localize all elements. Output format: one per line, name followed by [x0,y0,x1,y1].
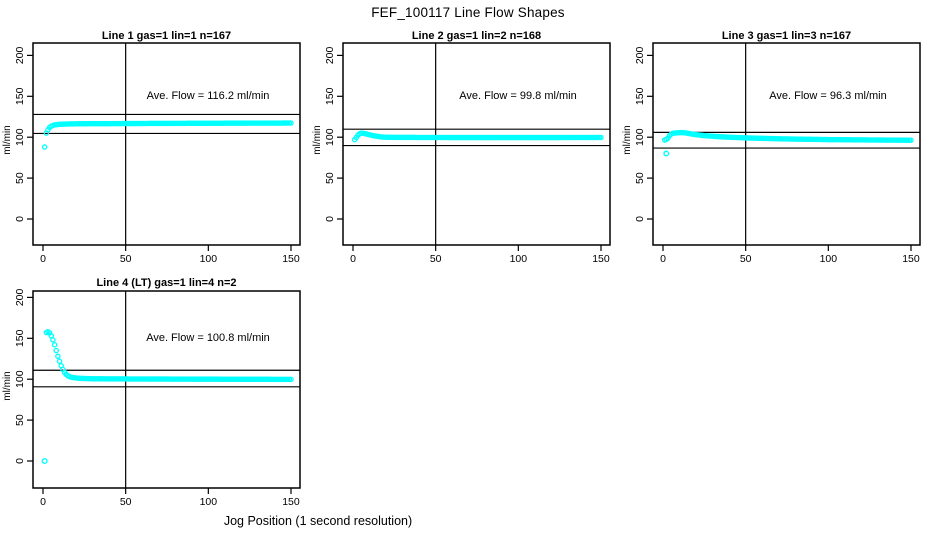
y-tick-label: 200 [14,288,26,306]
x-tick-label: 50 [120,253,132,265]
x-tick-label: 100 [200,253,218,265]
y-axis-label: ml/min [2,125,13,154]
panel-title: Line 1 gas=1 lin=1 n=167 [102,30,231,42]
y-tick-label: 100 [634,128,646,146]
panel-line-3: 0 50 100 150 0 50 100 150 200 [634,42,921,265]
plot-frame [32,290,301,489]
data-point [56,358,63,364]
data-point [598,134,604,141]
plot-frame [652,42,921,246]
ave-flow-annotation: Ave. Flow = 100.8 ml/min [146,332,270,344]
y-tick-label: 100 [324,128,336,146]
x-tick-label: 0 [40,496,46,508]
y-tick-label: 50 [14,172,26,184]
panel-line-1: 0 50 100 150 0 50 100 150 200 [14,42,301,265]
panel-title: Line 4 (LT) gas=1 lin=4 n=2 [96,277,236,289]
x-tick-label: 50 [430,253,442,265]
y-tick-label: 0 [634,216,646,222]
data-point [53,347,59,354]
y-tick-label: 0 [14,458,26,464]
y-axis-label: ml/min [622,125,633,154]
x-tick-label: 150 [282,253,300,265]
outlier-point [663,150,670,157]
plot-frame [32,42,301,246]
panel-line-4: 0 50 100 150 0 50 100 150 200 [14,288,301,508]
y-tick-label: 100 [14,370,26,388]
y-tick-label: 200 [14,46,26,64]
y-tick-label: 200 [634,46,646,64]
y-axis-label: ml/min [312,125,323,154]
plot-frame [342,42,611,246]
y-axis-label: ml/min [2,371,13,400]
data-point [908,137,914,143]
panel-title: Line 2 gas=1 lin=2 n=168 [412,30,541,42]
data-point [288,376,294,383]
ave-flow-annotation: Ave. Flow = 96.3 ml/min [769,90,886,102]
data-point [288,120,294,126]
y-tick-label: 50 [634,172,646,184]
page-title: FEF_100117 Line Flow Shapes [371,5,565,20]
y-tick-label: 150 [14,329,26,347]
data-point [51,342,58,348]
x-tick-label: 50 [740,253,752,265]
y-tick-label: 150 [14,87,26,105]
x-tick-label: 100 [820,253,838,265]
x-tick-label: 0 [660,253,666,265]
x-tick-label: 150 [282,496,300,508]
data-point [50,337,56,343]
x-tick-label: 100 [510,253,528,265]
y-tick-label: 150 [324,87,336,105]
x-tick-label: 100 [200,496,218,508]
data-point [41,144,48,150]
y-tick-label: 150 [634,87,646,105]
x-tick-label: 150 [902,253,920,265]
y-tick-label: 0 [14,216,26,222]
y-tick-label: 200 [324,46,336,64]
x-tick-label: 150 [592,253,610,265]
y-tick-label: 50 [14,414,26,426]
panel-title: Line 3 gas=1 lin=3 n=167 [722,30,851,42]
ave-flow-annotation: Ave. Flow = 99.8 ml/min [459,90,576,102]
panel-line-2: 0 50 100 150 0 50 100 150 200 [324,42,611,265]
x-axis-label: Jog Position (1 second resolution) [223,514,413,528]
ave-flow-annotation: Ave. Flow = 116.2 ml/min [147,90,270,102]
x-tick-label: 50 [120,496,132,508]
y-tick-label: 100 [14,128,26,146]
y-tick-label: 50 [324,172,336,184]
x-tick-label: 0 [40,253,46,265]
data-point [55,353,61,360]
x-tick-label: 0 [350,253,356,265]
y-tick-label: 0 [324,216,336,222]
outlier-point [41,458,48,465]
